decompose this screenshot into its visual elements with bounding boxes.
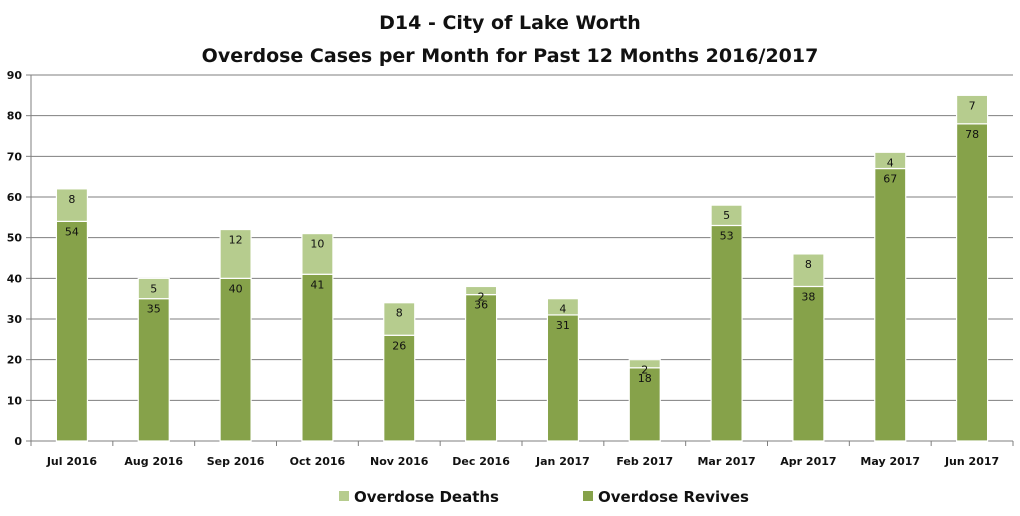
y-tick-label: 50: [7, 232, 23, 245]
bar-revives-label: 53: [720, 229, 734, 242]
x-tick-label: Oct 2016: [290, 455, 346, 468]
y-axis-ticks: 0 10 20 30 40 50 60 70 80 90: [7, 69, 31, 448]
bar-revives: [137, 298, 170, 442]
legend-label-revives: Overdose Revives: [598, 488, 749, 506]
bar-revives-label: 40: [229, 282, 243, 295]
bar-deaths-label: 4: [559, 303, 566, 316]
y-tick-label: 20: [7, 354, 23, 367]
bar-revives: [55, 220, 89, 442]
bar-revives: [219, 277, 252, 442]
y-tick-label: 40: [7, 272, 23, 285]
bar-revives-label: 38: [801, 290, 815, 303]
bar-deaths: [874, 151, 907, 170]
bar-deaths-label: 8: [396, 307, 403, 320]
bar-deaths: [546, 298, 580, 316]
x-tick-label: Jul 2016: [46, 455, 97, 468]
x-tick-label: Apr 2017: [780, 455, 836, 468]
bar-revives-label: 41: [310, 278, 324, 291]
bar-revives: [874, 167, 907, 442]
legend: Overdose Deaths Overdose Revives: [339, 488, 749, 506]
bar-deaths-label: 5: [150, 282, 157, 295]
bar-deaths-label: 12: [229, 234, 243, 247]
bar-revives: [546, 314, 580, 442]
bar-deaths: [137, 277, 170, 300]
y-tick-label: 70: [7, 150, 23, 163]
y-tick-label: 0: [14, 435, 22, 448]
bar-deaths-label: 2: [641, 364, 648, 377]
bar-deaths: [955, 94, 989, 125]
x-tick-label: May 2017: [860, 455, 920, 468]
bar-deaths: [301, 233, 334, 275]
bar-deaths-label: 5: [723, 209, 730, 222]
bar-revives: [301, 273, 334, 442]
bar-revives-label: 54: [65, 225, 79, 238]
y-tick-label: 10: [7, 394, 23, 407]
bar-revives: [710, 224, 743, 442]
bar-revives-label: 35: [147, 303, 161, 316]
x-tick-label: Feb 2017: [616, 455, 673, 468]
x-axis-ticks: Jul 2016 Aug 2016 Sep 2016 Oct 2016 Nov 2016…: [30, 441, 1014, 468]
bar-deaths: [792, 253, 825, 288]
bar-revives: [955, 123, 989, 442]
bar-revives-label: 18: [638, 372, 652, 385]
legend-swatch-deaths: [339, 491, 349, 501]
bar-deaths-label: 10: [310, 238, 324, 251]
bar-deaths-label: 8: [68, 193, 75, 206]
y-tick-label: 60: [7, 191, 23, 204]
y-tick-label: 80: [7, 110, 23, 123]
bar-revives-label: 31: [556, 319, 570, 332]
bar-revives-label: 26: [392, 339, 406, 352]
y-tick-label: 90: [7, 69, 23, 82]
bar-revives: [792, 285, 825, 442]
bar-deaths: [628, 359, 661, 369]
x-tick-label: Mar 2017: [697, 455, 755, 468]
y-tick-label: 30: [7, 313, 23, 326]
chart-title: D14 - City of Lake Worth: [379, 12, 641, 34]
bar-revives-label: 67: [883, 173, 897, 186]
bar-revives: [628, 367, 661, 442]
x-tick-label: Aug 2016: [124, 455, 183, 468]
bar-deaths-label: 8: [805, 258, 812, 271]
gridlines: [31, 74, 1013, 401]
bar-deaths: [219, 228, 252, 279]
bar-deaths: [383, 302, 416, 336]
x-tick-label: Sep 2016: [207, 455, 265, 468]
bar-revives-label: 36: [474, 299, 488, 312]
x-tick-label: Jan 2017: [535, 455, 590, 468]
bar-deaths-label: 4: [887, 156, 894, 169]
legend-label-deaths: Overdose Deaths: [354, 488, 499, 506]
x-tick-label: Dec 2016: [452, 455, 510, 468]
x-tick-label: Nov 2016: [370, 455, 429, 468]
bar-revives-label: 78: [965, 128, 979, 141]
bar-deaths: [710, 204, 743, 227]
chart-subtitle: Overdose Cases per Month for Past 12 Mon…: [202, 45, 819, 67]
bar-deaths-label: 7: [969, 99, 976, 112]
legend-swatch-revives: [583, 491, 593, 501]
bar-revives: [464, 294, 498, 442]
bar-deaths: [464, 285, 498, 296]
axes: [30, 75, 1013, 442]
x-tick-label: Jun 2017: [944, 455, 999, 468]
bar-deaths: [55, 188, 89, 223]
bar-deaths-label: 2: [478, 290, 485, 303]
